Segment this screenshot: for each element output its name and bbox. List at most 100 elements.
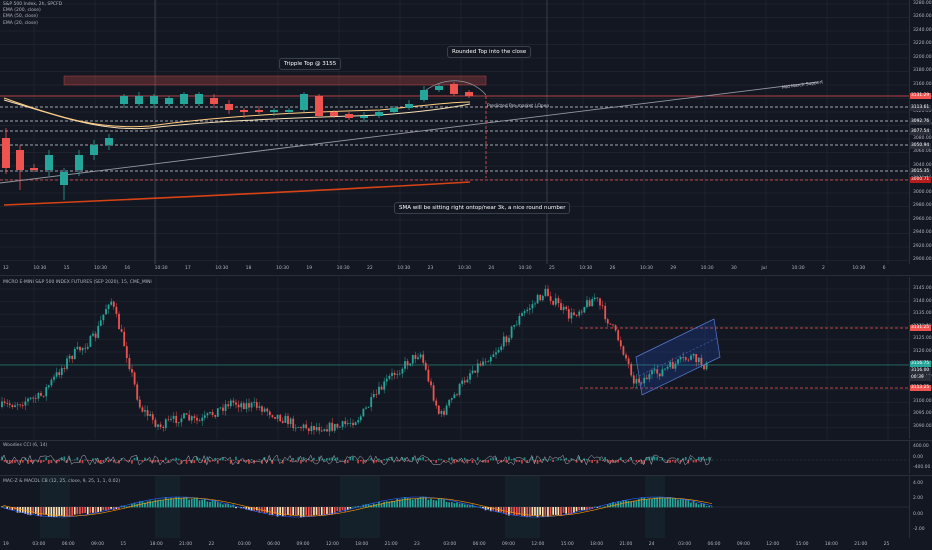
cci-bar: [284, 459, 287, 461]
cci-bar: [484, 460, 487, 463]
macd-histogram-bar: [154, 499, 157, 508]
futures-candle: [401, 368, 404, 374]
futures-candle: [565, 306, 568, 310]
time-tick: 10:30: [852, 266, 866, 271]
futures-price-scale[interactable]: 3145.003140.003135.003130.003125.003120.…: [909, 277, 932, 439]
futures-candle: [448, 399, 451, 406]
futures-candle: [115, 306, 118, 314]
cci-bar: [110, 459, 112, 461]
futures-candle: [60, 368, 63, 376]
futures-chart-legend: MICRO E-MINI S&P 500 INDEX FUTURES (SEP …: [3, 280, 152, 286]
macd-histogram-bar: [328, 507, 331, 515]
futures-candle: [3, 401, 6, 403]
macd-histogram-bar: [365, 504, 367, 508]
rounded-top-arc: [419, 80, 487, 96]
futures-candle: [240, 403, 243, 408]
legend-ema20[interactable]: EMA (20, close): [3, 20, 38, 26]
cci-bar: [141, 460, 144, 462]
pane-separator[interactable]: [0, 275, 932, 276]
macd-histogram-bar: [248, 507, 250, 511]
scale-tick: 4.00: [913, 481, 924, 486]
cci-bar: [73, 459, 76, 461]
main-chart-pane[interactable]: S&P 500 Index, 2h, SPCFD EMA (200, close…: [0, 0, 932, 275]
macd-histogram-bar: [8, 507, 11, 510]
triple-top-callout[interactable]: Tripple Top @ 3155: [279, 58, 342, 70]
futures-chart-canvas[interactable]: [0, 277, 910, 439]
rounded-top-callout[interactable]: Rounded Top into the close: [447, 46, 532, 58]
macd-histogram-bar: [274, 507, 276, 515]
cci-bar: [94, 458, 97, 461]
futures-candle: [318, 427, 321, 431]
cci-scale[interactable]: 400.00 0.00 -400.00: [909, 441, 932, 474]
macd-histogram-bar: [229, 505, 232, 508]
bottom-time-axis[interactable]: 19 03:00 06:00 09:00 15 18:00 21:00 22 03:00 06:0…: [0, 540, 910, 550]
time-tick: 22: [208, 542, 215, 547]
futures-candle: [133, 372, 136, 385]
futures-candle: [505, 336, 508, 343]
scale-tick: -2.00: [913, 527, 925, 532]
cci-bar: [669, 460, 671, 463]
cci-bar: [68, 457, 71, 461]
futures-candle: [487, 361, 490, 363]
futures-candle: [99, 320, 102, 326]
macd-histogram-bar: [133, 502, 136, 508]
cci-bar: [505, 460, 508, 463]
macd-histogram-bar: [409, 498, 411, 508]
legend-symbol[interactable]: S&P 500 Index, 2h, SPCFD: [3, 2, 63, 7]
futures-chart-pane[interactable]: MICRO E-MINI S&P 500 INDEX FUTURES (SEP …: [0, 277, 932, 439]
macd-scale[interactable]: 4.00 2.00 0.00 -2.00: [909, 476, 932, 538]
macd-histogram-bar: [6, 507, 8, 509]
pane-separator[interactable]: [0, 440, 932, 441]
futures-candle: [703, 365, 705, 370]
cci-bar: [172, 459, 175, 461]
futures-candle: [596, 297, 599, 299]
pane-separator[interactable]: [0, 475, 932, 476]
futures-candle: [682, 357, 685, 358]
cci-bar: [357, 460, 359, 464]
cci-bar: [344, 460, 346, 464]
macd-histogram-bar: [224, 503, 227, 508]
cci-bar: [328, 457, 331, 461]
futures-candle: [294, 427, 297, 429]
sma-callout[interactable]: SMA will be sitting right ontop/near 3k,…: [394, 202, 571, 214]
macd-pane[interactable]: MAC-Z & MACDL CB (12, 25, close, 9, 25, …: [0, 476, 932, 538]
futures-candle: [175, 415, 178, 424]
cci-canvas[interactable]: [0, 441, 910, 474]
macd-histogram-bar: [266, 507, 268, 513]
cci-bar: [627, 460, 630, 462]
scale-tick: 2980.00: [913, 203, 932, 209]
macd-histogram-bar: [458, 503, 461, 508]
macd-histogram-bar: [510, 507, 513, 514]
macd-histogram-bar: [625, 500, 627, 508]
futures-candle: [398, 373, 401, 375]
time-tick: 15:00: [560, 542, 574, 547]
predicted-open-label[interactable]: Predicted Pre-market / Open: [487, 104, 550, 109]
cci-title[interactable]: Woodies CCI (6, 14): [3, 443, 48, 448]
cci-pane[interactable]: Woodies CCI (6, 14) 400.00 0.00 -400.00: [0, 441, 932, 474]
main-time-axis[interactable]: 12 10:30 15 10:30 16 10:30 17 10:30 18 10:30 19 10:…: [0, 264, 910, 274]
legend-ema200[interactable]: EMA (200, close): [3, 8, 41, 14]
main-chart-canvas[interactable]: [0, 0, 910, 264]
futures-candle: [453, 394, 456, 399]
futures-candle: [125, 346, 128, 359]
cci-bar: [388, 458, 391, 461]
macd-title[interactable]: MAC-Z & MACDL CB (12, 25, close, 9, 25, …: [3, 479, 121, 484]
cci-bar: [29, 460, 32, 463]
macd-histogram-bar: [489, 507, 492, 512]
futures-candle: [500, 346, 503, 350]
time-tick: 10:30: [276, 266, 289, 271]
futures-candle: [284, 415, 287, 423]
futures-candle: [497, 349, 500, 353]
time-tick: 21:00: [384, 542, 398, 547]
macd-histogram-bar: [177, 497, 180, 508]
cci-bar: [617, 460, 619, 463]
cci-bar: [440, 458, 443, 461]
macd-histogram-bar: [315, 507, 318, 515]
time-tick: 10:30: [458, 266, 471, 271]
cci-bar: [656, 456, 658, 461]
futures-symbol[interactable]: MICRO E-MINI S&P 500 INDEX FUTURES (SEP …: [3, 280, 152, 285]
futures-candle: [653, 369, 656, 371]
legend-ema50[interactable]: EMA (50, close): [3, 14, 38, 20]
macd-histogram-bar: [567, 507, 570, 515]
macd-canvas[interactable]: [0, 476, 910, 538]
